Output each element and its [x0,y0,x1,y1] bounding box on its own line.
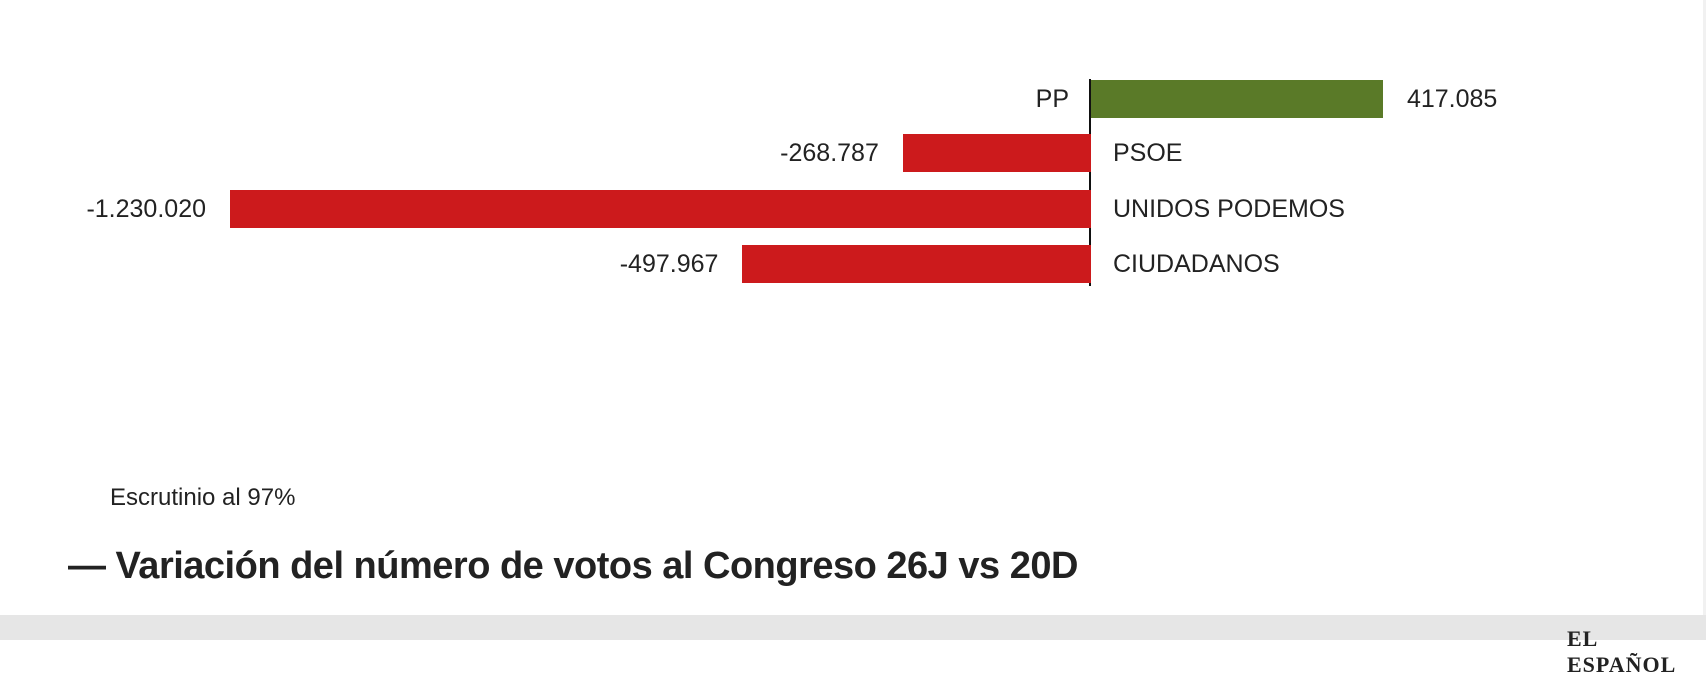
category-label: PP [1035,85,1069,113]
value-label: -1.230.020 [86,195,206,223]
chart-subtitle: Escrutinio al 97% [110,484,296,511]
value-label: 417.085 [1406,85,1498,113]
footer-bar: EL ESPAÑOL [0,615,1706,677]
value-label: -497.967 [619,250,719,278]
zero-axis-line [1089,79,1091,286]
category-label: UNIDOS PODEMOS [1113,195,1345,223]
bar-ciudadanos [742,245,1091,283]
value-label: -268.787 [780,139,879,167]
chart-title: — Variación del número de votos al Congr… [68,545,1078,587]
bar-pp [1091,80,1383,118]
bar-unidos-podemos [229,190,1091,228]
category-label: PSOE [1113,139,1183,167]
el-espanol-logo: EL ESPAÑOL [1567,626,1677,677]
diverging-bar-chart: PP 417.085 PSOE -268.787 UNIDOS PODEMOS -1.23… [0,0,1706,300]
right-edge-strip [1703,0,1706,615]
bar-psoe [902,134,1091,172]
category-label: CIUDADANOS [1113,250,1280,278]
